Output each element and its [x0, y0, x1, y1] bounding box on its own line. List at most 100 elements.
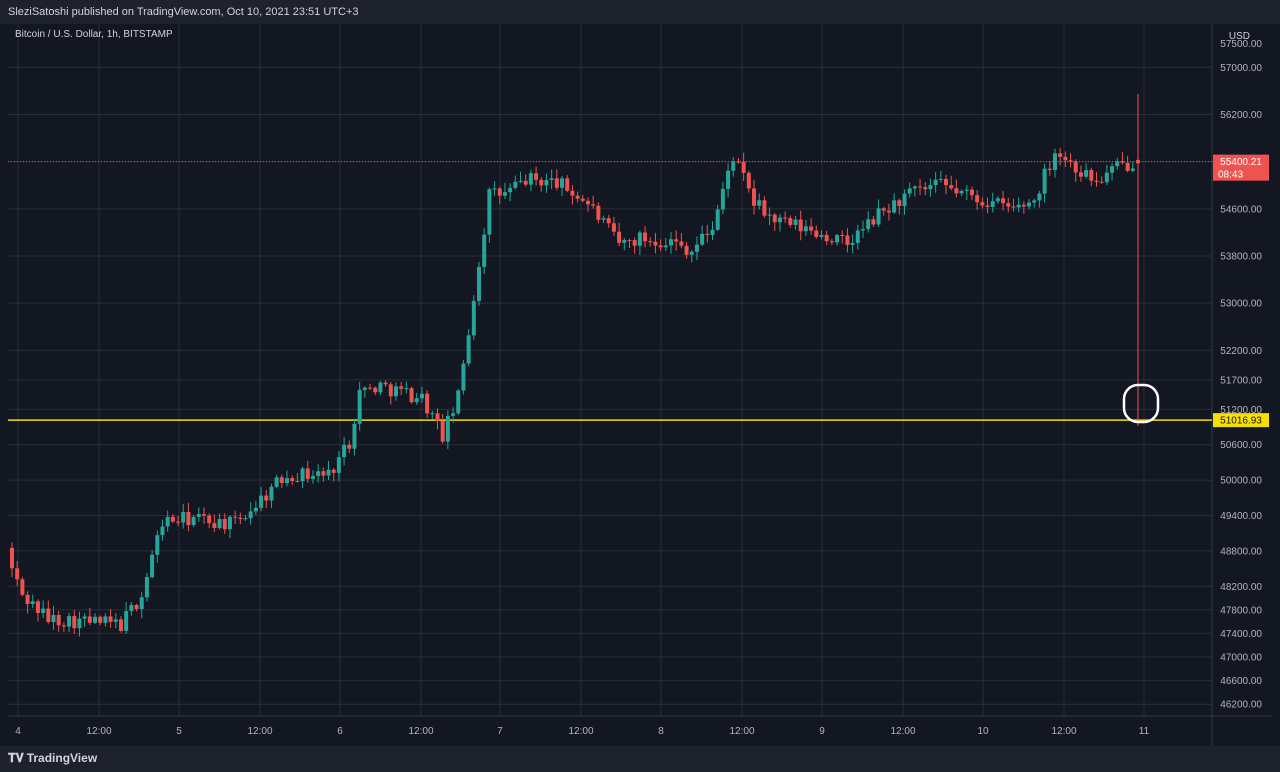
candle-body[interactable]	[995, 198, 1000, 202]
candle-body[interactable]	[720, 188, 725, 210]
candle-body[interactable]	[160, 526, 165, 536]
candle-body[interactable]	[928, 185, 933, 190]
candle-body[interactable]	[954, 188, 959, 194]
candle-body[interactable]	[305, 468, 310, 479]
candle-body[interactable]	[285, 478, 290, 484]
candle-body[interactable]	[445, 415, 450, 442]
candle-body[interactable]	[482, 234, 487, 267]
candle-body[interactable]	[191, 516, 196, 526]
candle-body[interactable]	[1032, 200, 1037, 203]
candle-body[interactable]	[15, 568, 20, 580]
candle-body[interactable]	[399, 386, 404, 389]
candle-body[interactable]	[212, 523, 217, 529]
candle-body[interactable]	[321, 471, 326, 476]
candle-body[interactable]	[923, 187, 928, 190]
candle-body[interactable]	[383, 382, 388, 385]
candle-body[interactable]	[944, 178, 949, 186]
candle-body[interactable]	[866, 219, 871, 229]
candle-body[interactable]	[897, 200, 902, 207]
candle-body[interactable]	[788, 218, 793, 225]
candle-body[interactable]	[290, 478, 295, 482]
candle-body[interactable]	[840, 235, 845, 237]
candle-body[interactable]	[777, 217, 782, 223]
candle-body[interactable]	[1006, 203, 1011, 207]
candle-body[interactable]	[829, 241, 834, 243]
candle-body[interactable]	[835, 235, 840, 243]
candle-body[interactable]	[814, 230, 819, 237]
candle-body[interactable]	[331, 469, 336, 473]
candle-body[interactable]	[933, 179, 938, 186]
candle-body[interactable]	[430, 413, 435, 415]
candle-body[interactable]	[1084, 170, 1089, 177]
candle-body[interactable]	[824, 234, 829, 242]
candle-body[interactable]	[508, 187, 513, 193]
candle-body[interactable]	[1052, 153, 1057, 170]
candle-body[interactable]	[118, 619, 123, 631]
candle-body[interactable]	[601, 218, 606, 220]
candle-body[interactable]	[1078, 172, 1083, 177]
candle-body[interactable]	[912, 186, 917, 189]
candle-body[interactable]	[342, 444, 347, 458]
candle-body[interactable]	[622, 240, 627, 243]
candle-body[interactable]	[855, 230, 860, 243]
candle-body[interactable]	[440, 420, 445, 442]
candle-body[interactable]	[25, 594, 30, 605]
candle-body[interactable]	[959, 190, 964, 194]
candle-body[interactable]	[674, 239, 679, 242]
candle-body[interactable]	[746, 172, 751, 189]
candle-body[interactable]	[772, 214, 777, 223]
candle-body[interactable]	[201, 514, 206, 516]
candle-body[interactable]	[689, 251, 694, 255]
candle-body[interactable]	[150, 554, 155, 578]
candle-body[interactable]	[886, 210, 891, 213]
candle-body[interactable]	[77, 618, 82, 629]
candle-body[interactable]	[477, 266, 482, 301]
candle-body[interactable]	[554, 178, 559, 188]
candle-body[interactable]	[393, 386, 398, 397]
candle-body[interactable]	[513, 181, 518, 188]
candle-body[interactable]	[710, 229, 715, 235]
candle-body[interactable]	[461, 363, 466, 391]
candle-body[interactable]	[316, 471, 321, 477]
candle-body[interactable]	[51, 614, 56, 623]
candle-body[interactable]	[134, 605, 139, 610]
candle-body[interactable]	[949, 185, 954, 189]
candle-body[interactable]	[1120, 161, 1125, 163]
candle-body[interactable]	[98, 616, 103, 623]
candle-body[interactable]	[279, 477, 284, 484]
candle-body[interactable]	[1110, 166, 1115, 173]
candle-body[interactable]	[502, 192, 507, 196]
candle-body[interactable]	[637, 232, 642, 246]
candle-body[interactable]	[347, 444, 352, 449]
candle-body[interactable]	[809, 226, 814, 231]
candle-body[interactable]	[497, 188, 502, 196]
candle-body[interactable]	[1011, 206, 1016, 208]
candle-body[interactable]	[591, 204, 596, 206]
candle-body[interactable]	[113, 619, 118, 622]
candle-body[interactable]	[658, 245, 663, 248]
candle-body[interactable]	[539, 179, 544, 186]
candle-body[interactable]	[103, 616, 108, 623]
candle-body[interactable]	[30, 601, 35, 605]
tradingview-logo[interactable]: 𝐓𝐕 TradingView	[8, 751, 97, 766]
candle-body[interactable]	[295, 481, 300, 483]
candle-body[interactable]	[980, 202, 985, 206]
candle-body[interactable]	[627, 240, 632, 242]
candle-body[interactable]	[61, 625, 66, 627]
candle-body[interactable]	[435, 413, 440, 421]
candle-body[interactable]	[700, 233, 705, 245]
candle-body[interactable]	[881, 208, 886, 211]
candle-body[interactable]	[170, 516, 175, 522]
candle-body[interactable]	[1136, 159, 1140, 164]
candle-body[interactable]	[336, 457, 341, 473]
candle-body[interactable]	[248, 511, 253, 519]
candle-body[interactable]	[368, 387, 373, 389]
candle-body[interactable]	[907, 188, 912, 194]
candle-body[interactable]	[129, 605, 134, 612]
candle-body[interactable]	[274, 477, 279, 487]
candle-body[interactable]	[362, 387, 367, 390]
candle-body[interactable]	[969, 189, 974, 196]
candle-body[interactable]	[243, 518, 248, 520]
candle-body[interactable]	[549, 178, 554, 180]
candle-body[interactable]	[975, 195, 980, 203]
